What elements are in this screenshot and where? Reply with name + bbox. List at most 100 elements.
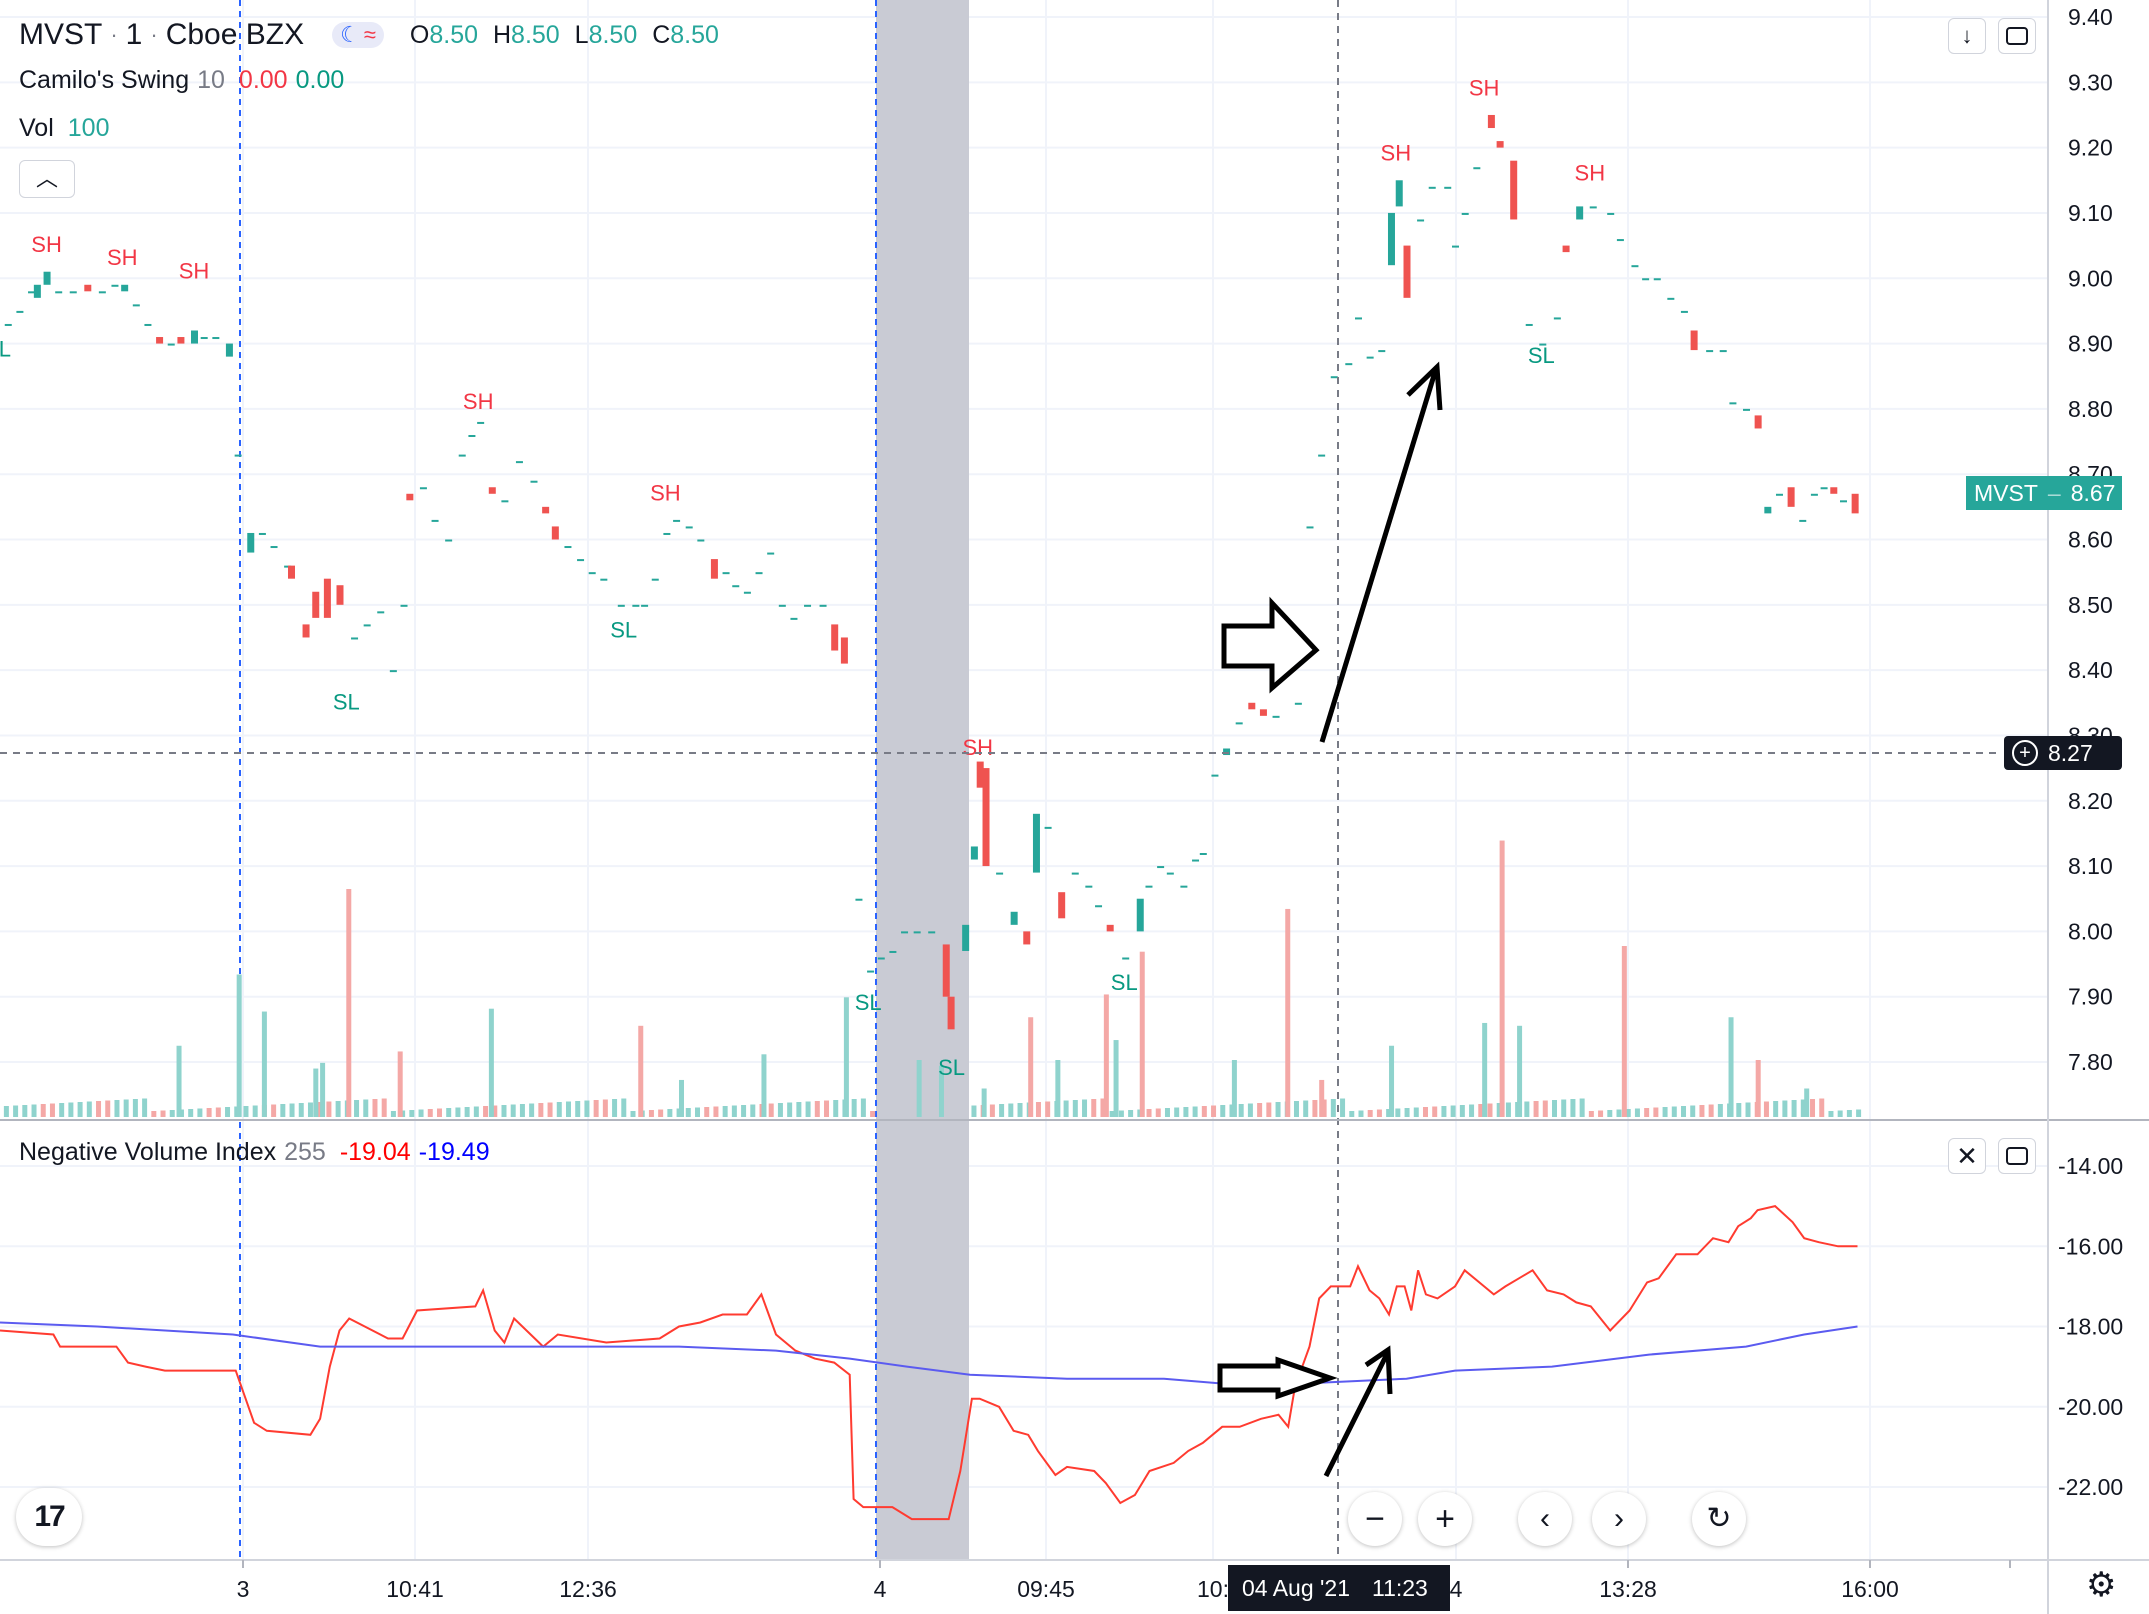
volume-bars [3, 840, 1862, 1117]
candle [600, 578, 608, 581]
zoom-in-button[interactable]: + [1418, 1492, 1472, 1546]
volume-bar [1045, 1101, 1051, 1117]
swing-legend[interactable]: Camilo's Swing 10 0.00 0.00 [19, 68, 344, 93]
candle [363, 624, 371, 627]
volume-bar [317, 1102, 323, 1117]
price-tick-label: 8.80 [2068, 396, 2113, 422]
volume-bar [105, 1100, 111, 1117]
volume-bar [1533, 1101, 1539, 1117]
candle [1136, 898, 1144, 932]
time-axis-ticks [242, 1560, 2011, 1568]
candle [247, 532, 255, 553]
collapse-legend-button[interactable]: ︿ [19, 160, 75, 198]
candle [501, 500, 509, 503]
vol-legend[interactable]: Vol 100 [19, 116, 109, 141]
candle [406, 493, 414, 501]
volume-bar [989, 1104, 995, 1117]
candle [1044, 826, 1052, 829]
candle [1653, 278, 1661, 281]
symbol-legend[interactable]: MVST · 1 · Cboe BZX ☾ ≈ O8.50 H8.50 L8.5… [19, 20, 719, 50]
candle [778, 604, 786, 607]
nvi-indicator-name[interactable]: Negative Volume Index [19, 1138, 277, 1166]
crosshair-date: 04 Aug '21 [1242, 1574, 1350, 1601]
volume-bar-peak [1482, 1022, 1488, 1117]
candle [551, 526, 559, 540]
tradingview-logo[interactable]: 17 [16, 1488, 82, 1546]
time-label-1236: 12:36 [559, 1576, 617, 1602]
price-tick-label: 8.50 [2068, 592, 2113, 618]
candle [1729, 402, 1737, 405]
volume-bar [354, 1100, 360, 1117]
candle [542, 506, 550, 514]
annotation-hollow-arrow-lower[interactable] [1217, 1356, 1338, 1400]
scroll-left-button[interactable]: ‹ [1518, 1492, 1572, 1546]
swing-value-2: 0.00 [295, 66, 345, 94]
volume-bar [1625, 1109, 1631, 1117]
candle [323, 578, 331, 618]
candle [632, 604, 640, 607]
volume-bar [1128, 1110, 1134, 1117]
volume-bar [1183, 1107, 1189, 1117]
volume-bar [501, 1105, 507, 1117]
candle [1496, 141, 1504, 148]
volume-bar [1293, 1101, 1299, 1117]
add-alert-icon[interactable]: + [2012, 740, 2038, 766]
candle [200, 337, 208, 340]
reset-chart-button[interactable]: ↻ [1692, 1492, 1746, 1546]
maximize-pane-button[interactable] [1998, 18, 2036, 54]
volume-bar-peak [1804, 1088, 1810, 1117]
move-pane-down-button[interactable]: ↓ [1948, 18, 1986, 54]
volume-bar [59, 1103, 65, 1117]
volume-bar [768, 1103, 774, 1117]
volume-bar [197, 1108, 203, 1117]
annotation-trend-arrow-upper[interactable] [1319, 361, 1443, 743]
candle [69, 291, 77, 294]
swing-low-label: SL [610, 617, 637, 642]
swing-indicator-name[interactable]: Camilo's Swing [19, 66, 190, 94]
volume-bar [1542, 1100, 1548, 1117]
volume-bar [685, 1108, 691, 1117]
candle [1122, 957, 1130, 960]
volume-bar-peak [261, 1011, 267, 1117]
annotation-trend-arrow-lower[interactable] [1323, 1345, 1393, 1478]
ohlc-values: O8.50 H8.50 L8.50 C8.50 [409, 20, 719, 49]
candle [28, 291, 36, 294]
volume-bar [1109, 1111, 1115, 1117]
close-icon: ✕ [1956, 1140, 1978, 1171]
candle [1473, 167, 1481, 170]
zoom-out-button[interactable]: − [1348, 1492, 1402, 1546]
candle [1023, 931, 1031, 945]
candle [867, 970, 875, 973]
maximize-nvi-pane-button[interactable] [1998, 1138, 2036, 1174]
volume-bar [464, 1107, 470, 1117]
maximize-icon [2006, 1147, 2028, 1165]
volume-bar [1155, 1108, 1161, 1117]
volume-bar [1266, 1102, 1272, 1117]
plus-icon: + [1435, 1500, 1455, 1538]
crosshair-price-value: 8.27 [2048, 739, 2093, 766]
price-tick-label: 9.00 [2068, 265, 2113, 291]
scroll-right-button[interactable]: › [1592, 1492, 1646, 1546]
volume-bar [86, 1101, 92, 1117]
nvi-legend[interactable]: Negative Volume Index 255 -19.04 -19.49 [19, 1140, 490, 1165]
nvi-ema-line [0, 1321, 1858, 1388]
chevron-up-icon: ︿ [35, 166, 58, 191]
volume-bar [1837, 1110, 1843, 1117]
volume-bar [1552, 1100, 1557, 1117]
candle [1428, 186, 1436, 189]
volume-bar [1220, 1105, 1226, 1117]
settings-gear-icon[interactable]: ⚙ [2086, 1566, 2117, 1604]
symbol-name[interactable]: MVST [19, 18, 103, 51]
symbol-interval[interactable]: 1 [125, 18, 143, 51]
candle [530, 480, 538, 483]
vol-indicator-name[interactable]: Vol [19, 114, 54, 142]
volume-bar [271, 1104, 277, 1117]
volume-bar [833, 1100, 839, 1117]
symbol-exchange[interactable]: Cboe BZX [165, 18, 305, 51]
market-status-icon[interactable]: ☾ ≈ [332, 22, 384, 48]
candle [377, 611, 385, 614]
annotation-hollow-arrow-upper[interactable] [1221, 596, 1320, 694]
volume-bar [1035, 1102, 1041, 1117]
close-pane-button[interactable]: ✕ [1948, 1138, 1986, 1174]
